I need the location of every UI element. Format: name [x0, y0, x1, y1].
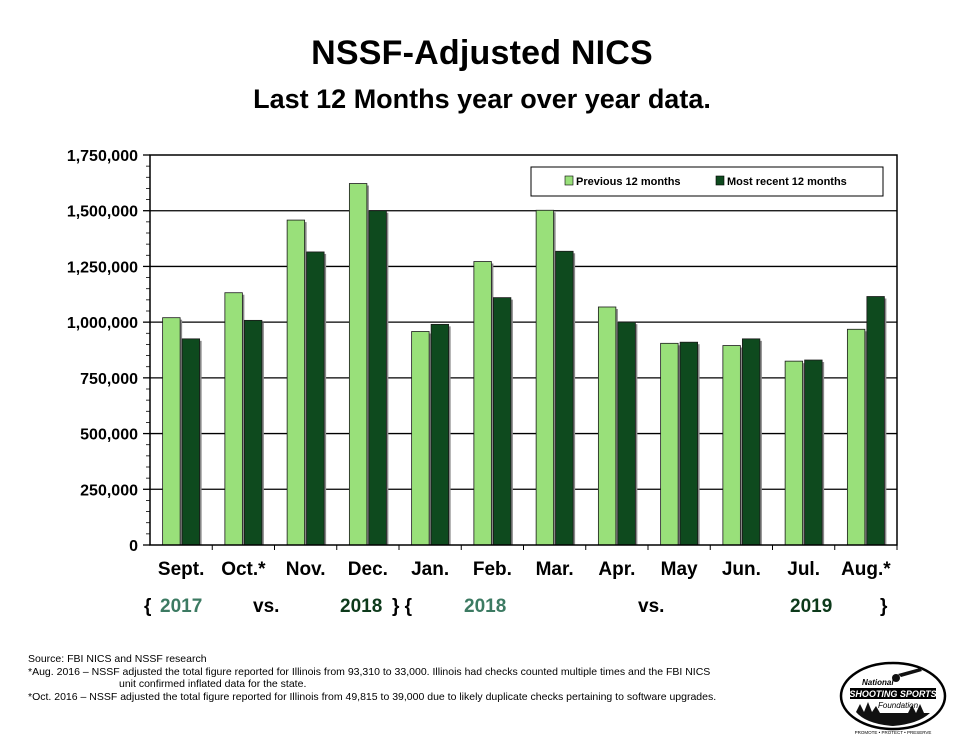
x-category-label: Mar. — [536, 559, 574, 580]
y-tick-label: 1,250,000 — [67, 259, 138, 276]
footnote-oct: *Oct. 2016 – NSSF adjusted the total fig… — [28, 690, 717, 703]
bar-previous — [784, 360, 804, 546]
footnote-aug: *Aug. 2016 – NSSF adjusted the total fig… — [28, 665, 711, 678]
chart-subtitle: Last 12 Months year over year data. — [253, 84, 711, 114]
y-tick-label: 500,000 — [80, 427, 138, 444]
svg-text:National: National — [862, 678, 894, 687]
bar-previous — [224, 292, 243, 546]
bar-previous — [473, 261, 492, 546]
bar-chart: 1,750,000 1,500,000 1,250,000 1,000,000 750,… — [67, 148, 898, 580]
y-tick-label: 0 — [129, 538, 138, 555]
legend: Previous 12 months Most recent 12 months — [530, 166, 884, 197]
x-category-label: Oct.* — [221, 559, 266, 580]
x-category-label: Apr. — [598, 559, 635, 580]
year-2017: 2017 — [160, 596, 203, 617]
year-2019: 2019 — [790, 596, 833, 617]
plot-area-border — [149, 154, 898, 546]
legend-label-recent: Most recent 12 months — [727, 176, 847, 188]
x-category-label: Dec. — [348, 559, 388, 580]
bar-previous — [722, 345, 741, 546]
legend-label-previous: Previous 12 months — [576, 176, 681, 188]
bar-recent — [617, 321, 636, 546]
bar-recent — [243, 319, 263, 546]
x-category-label: Jul. — [787, 559, 820, 580]
x-category-label: Aug.* — [841, 559, 891, 580]
y-tick-label: 1,500,000 — [67, 204, 138, 221]
x-category-label: Jun. — [722, 559, 761, 580]
svg-text:PROMOTE • PROTECT • PRESERVE: PROMOTE • PROTECT • PRESERVE — [855, 730, 932, 735]
source-notes: Source: FBI NICS and NSSF research *Aug.… — [28, 653, 716, 703]
legend-swatch-recent — [715, 175, 725, 186]
bar-previous — [411, 331, 430, 546]
nssf-logo: National SHOOTING SPORTS Foundation PROM… — [839, 661, 947, 735]
y-tick-label: 250,000 — [80, 482, 138, 499]
bar-recent — [741, 338, 761, 546]
bar-previous — [286, 219, 306, 546]
bar-previous — [162, 317, 181, 546]
brace-close-2: } — [880, 596, 888, 617]
x-category-label: Feb. — [473, 559, 512, 580]
brace-open-1: { — [144, 596, 152, 617]
bar-recent — [679, 341, 699, 546]
bar-recent — [181, 338, 201, 546]
year-2018-start: 2018 — [464, 596, 507, 617]
chart-title: NSSF-Adjusted NICS — [311, 34, 653, 72]
y-tick-label: 750,000 — [80, 371, 138, 388]
footnote-aug-cont: unit confirmed inflated data for the sta… — [119, 678, 307, 690]
y-tick-label: 1,000,000 — [67, 315, 138, 332]
bar-recent — [866, 296, 885, 546]
bar-previous — [660, 342, 679, 546]
bar-recent — [306, 251, 325, 546]
legend-swatch-previous — [564, 175, 574, 186]
vs-1: vs. — [253, 596, 280, 617]
bar-recent — [492, 297, 512, 546]
svg-text:Foundation: Foundation — [878, 701, 919, 710]
bar-recent — [430, 323, 450, 546]
bar-recent — [555, 250, 574, 546]
x-category-label: Nov. — [286, 559, 326, 580]
bar-recent — [368, 210, 387, 546]
legend-box — [530, 166, 884, 197]
bar-previous — [846, 328, 866, 546]
bar-previous — [348, 183, 368, 546]
svg-text:SHOOTING SPORTS: SHOOTING SPORTS — [849, 689, 936, 699]
bar-previous — [597, 306, 617, 546]
y-tick-label: 1,750,000 — [67, 148, 138, 165]
x-category-label: Jan. — [411, 559, 449, 580]
bar-recent — [804, 359, 823, 546]
vs-2: vs. — [638, 596, 665, 617]
year-2018-end: 2018 — [340, 596, 383, 617]
x-category-label: Sept. — [158, 559, 204, 580]
brace-close-open: } { — [392, 596, 413, 617]
bar-previous — [535, 209, 555, 546]
source-line: Source: FBI NICS and NSSF research — [28, 653, 207, 665]
x-category-label: May — [661, 559, 698, 580]
